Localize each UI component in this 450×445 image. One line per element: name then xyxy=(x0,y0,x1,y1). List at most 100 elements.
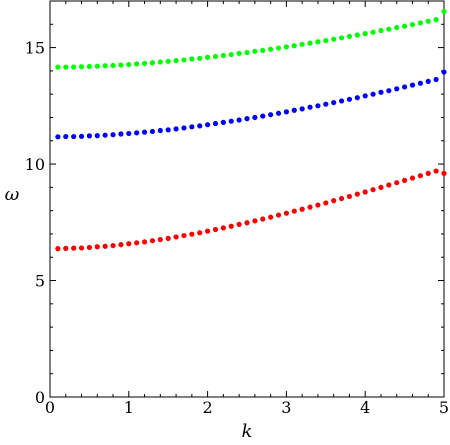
x-tick-label: 0 xyxy=(45,398,55,417)
data-point xyxy=(220,119,226,125)
data-point xyxy=(283,44,289,50)
data-point xyxy=(126,61,132,68)
data-point xyxy=(260,113,266,119)
data-point xyxy=(134,130,140,136)
data-point xyxy=(86,63,92,70)
data-point xyxy=(110,62,116,69)
data-point xyxy=(141,60,148,67)
data-point xyxy=(315,39,321,45)
data-point xyxy=(291,43,297,49)
data-point xyxy=(283,109,289,115)
data-point xyxy=(55,246,61,252)
data-point xyxy=(409,175,416,181)
data-point xyxy=(307,104,313,110)
data-point xyxy=(252,114,258,121)
data-point xyxy=(55,134,61,140)
data-point xyxy=(346,193,353,200)
data-point xyxy=(409,82,416,88)
data-point xyxy=(165,127,171,133)
data-point xyxy=(291,208,297,214)
data-point xyxy=(378,27,384,34)
data-point xyxy=(149,60,156,66)
data-point xyxy=(252,218,258,224)
data-point xyxy=(157,59,163,65)
data-point xyxy=(425,18,431,24)
data-point xyxy=(94,133,100,139)
data-point xyxy=(141,129,148,135)
data-point xyxy=(236,221,242,227)
data-point xyxy=(346,96,353,102)
data-point xyxy=(236,50,242,57)
x-tick-label: 5 xyxy=(439,398,449,417)
plot-frame xyxy=(49,0,445,398)
data-point xyxy=(86,133,92,139)
data-point xyxy=(165,58,171,64)
data-point xyxy=(197,55,203,61)
data-point xyxy=(189,231,195,237)
data-point xyxy=(338,35,345,41)
data-point xyxy=(205,54,211,60)
data-point xyxy=(118,62,124,68)
data-point xyxy=(378,89,384,95)
data-point xyxy=(354,191,360,197)
data-point xyxy=(165,235,171,241)
data-point xyxy=(94,244,100,250)
data-point xyxy=(157,236,163,243)
data-point xyxy=(331,36,337,42)
data-point xyxy=(173,58,179,64)
data-point xyxy=(417,80,423,86)
y-axis-label: ω xyxy=(5,184,20,205)
data-point xyxy=(370,187,376,193)
x-tick-label: 1 xyxy=(124,398,134,417)
y-tick-label: 15 xyxy=(25,39,45,58)
data-point xyxy=(244,116,250,122)
data-point xyxy=(110,242,116,249)
data-point xyxy=(315,202,321,208)
data-point xyxy=(433,76,439,83)
data-point xyxy=(181,232,187,239)
data-point xyxy=(441,170,447,176)
data-point xyxy=(268,46,274,52)
data-point xyxy=(228,51,234,58)
data-point xyxy=(134,240,140,246)
data-point xyxy=(354,32,360,38)
data-point xyxy=(212,53,219,60)
data-point xyxy=(149,128,156,135)
data-point xyxy=(78,133,85,139)
data-point xyxy=(409,21,416,28)
data-point xyxy=(86,244,92,251)
x-tick-label: 3 xyxy=(281,398,291,417)
data-point xyxy=(126,241,132,247)
data-point xyxy=(189,124,195,130)
data-point xyxy=(110,132,116,138)
data-point xyxy=(63,64,69,70)
data-point xyxy=(102,243,108,249)
data-point xyxy=(228,118,234,124)
data-point xyxy=(149,238,156,244)
x-tick-label: 2 xyxy=(203,398,213,417)
data-point xyxy=(299,41,305,47)
data-point xyxy=(307,40,313,46)
data-point xyxy=(370,91,376,97)
data-point xyxy=(118,242,124,248)
data-point xyxy=(244,220,250,226)
data-point xyxy=(417,173,423,179)
data-point xyxy=(275,212,282,218)
data-point xyxy=(299,206,305,212)
y-tick-label: 10 xyxy=(25,155,45,174)
data-point xyxy=(402,84,408,90)
data-point xyxy=(212,120,219,127)
y-tick-label: 5 xyxy=(35,272,45,291)
data-point xyxy=(275,110,282,116)
data-point xyxy=(331,99,337,106)
axis-tick-labels: 0 1 2 3 4 5 0 5 10 15 xyxy=(25,39,449,417)
data-point xyxy=(252,48,258,54)
data-point xyxy=(102,132,108,138)
data-point xyxy=(283,210,289,216)
x-axis-label: k xyxy=(242,421,253,442)
data-point xyxy=(338,195,345,202)
data-point xyxy=(441,69,447,75)
data-point xyxy=(212,226,219,233)
data-point xyxy=(323,101,329,107)
data-point xyxy=(118,131,124,137)
